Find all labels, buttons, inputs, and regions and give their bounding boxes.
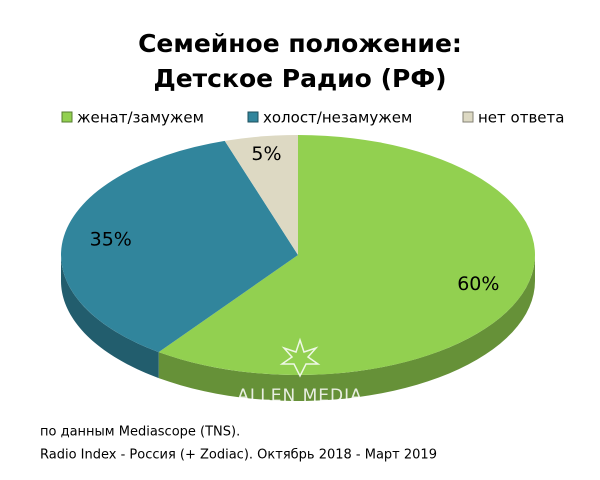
chart-title: Детское Радио (РФ) <box>153 64 446 93</box>
legend: женат/замужем холост/незамужем нет ответа <box>61 109 564 127</box>
slice-side <box>158 255 536 401</box>
slice-side <box>61 255 159 379</box>
slice <box>224 135 298 255</box>
slice <box>158 135 535 375</box>
legend-label: холост/незамужем <box>263 109 412 127</box>
pie: 60% 35% 5% <box>60 135 536 401</box>
legend-label: женат/замужем <box>77 109 204 127</box>
data-label: 60% <box>457 273 499 295</box>
data-label: 35% <box>90 228 132 250</box>
source: по данным Mediascope (TNS). <box>40 425 240 440</box>
source: Radio Index - Россия (+ Zodiac). Октябрь… <box>40 448 437 463</box>
slice <box>60 140 298 353</box>
legend-marker <box>247 111 259 123</box>
watermark <box>279 337 321 378</box>
legend-marker <box>61 111 73 123</box>
legend-label: нет ответа <box>478 109 564 127</box>
data-label: 5% <box>251 143 281 165</box>
legend-marker <box>462 111 474 123</box>
watermark-text: ALLEN MEDIA <box>237 386 363 406</box>
chart-title: Семейное положение: <box>138 29 462 58</box>
